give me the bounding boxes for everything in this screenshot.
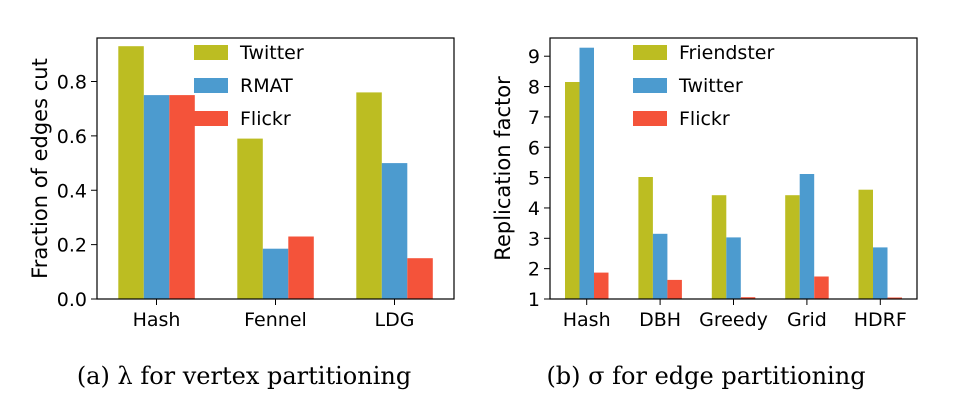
bar-friendster-dbh [638,177,653,299]
bar-twitter-hash [118,46,144,300]
y-tick-label: 0.0 [57,289,87,311]
y-tick-label: 9 [528,46,540,68]
bar-twitter-fennel [237,138,263,299]
bar-twitter-grid [799,174,815,299]
y-tick-label: 4 [528,198,540,220]
legend-swatch-rmat [194,78,228,93]
plot-frame [549,37,918,300]
bar-twitter-ldg [356,92,382,300]
y-tick-label: 1 [528,289,540,311]
y-tick-label: 5 [528,168,540,190]
legend: Friendster Twitter Flickr [633,42,774,130]
bar-rmat-hash [143,95,170,299]
bar-friendster-greedy [711,195,727,299]
x-tick-label: Grid [787,309,827,331]
legend-label-friendster: Friendster [679,42,774,64]
x-tick-label: Fennel [244,309,307,331]
plot-frame [96,37,455,300]
y-tick-label: 0.2 [57,235,87,257]
bar-flickr-fennel [288,236,314,299]
legend-label-twitter: Twitter [239,42,304,64]
x-tick-label: Hash [133,309,181,331]
x-tick-label: HDRF [854,309,907,331]
legend-swatch-twitter [633,78,667,93]
figure-caption: (b) σ for edge partitioning [546,362,865,390]
x-tick-label: LDG [375,309,415,331]
bar-flickr-greedy [740,297,756,299]
y-tick-label: 2 [528,259,540,281]
y-axis-label: Fraction of edges cut [28,58,52,279]
bar-flickr-ldg [407,258,433,299]
legend-swatch-friendster [633,45,667,60]
legend-swatch-twitter [194,45,228,60]
legend-label-rmat: RMAT [240,75,293,97]
y-tick-label: 8 [528,77,540,99]
bar-rmat-fennel [262,248,289,299]
bar-flickr-hdrf [887,297,902,299]
x-tick-label: DBH [639,309,681,331]
y-tick-label: 7 [528,107,540,129]
x-tick-label: Hash [563,309,611,331]
chart-b: Hash DBH Greedy Grid HDRF 1 2 3 4 5 6 7 8 9 Replicatio… [491,37,918,390]
bar-flickr-grid [814,276,829,299]
bar-flickr-hash [594,272,609,299]
y-tick-label: 0.4 [57,180,87,202]
figure-caption: (a) λ for vertex partitioning [77,362,411,390]
y-axis-label: Replication factor [491,76,515,261]
bar-twitter-hash [579,47,594,300]
y-tick-label: 3 [528,228,540,250]
y-tick-label: 0.8 [57,72,87,94]
y-tick-label: 0.6 [57,126,87,148]
legend: Twitter RMAT Flickr [194,42,304,130]
bar-twitter-dbh [652,233,668,300]
legend-swatch-flickr [633,111,667,126]
x-tick-label: Greedy [699,309,768,331]
legend-label-flickr: Flickr [240,108,291,130]
bar-friendster-grid [785,195,800,299]
bar-twitter-hdrf [873,247,888,299]
bar-flickr-dbh [667,279,682,299]
bar-friendster-hdrf [858,189,873,299]
bar-rmat-ldg [381,163,408,299]
legend-swatch-flickr [194,111,228,126]
legend-label-twitter: Twitter [678,75,743,97]
bar-twitter-greedy [726,237,741,299]
bar-flickr-hash [169,95,195,299]
bar-friendster-hash [565,82,580,299]
legend-label-flickr: Flickr [679,108,730,130]
y-tick-label: 6 [528,137,540,159]
